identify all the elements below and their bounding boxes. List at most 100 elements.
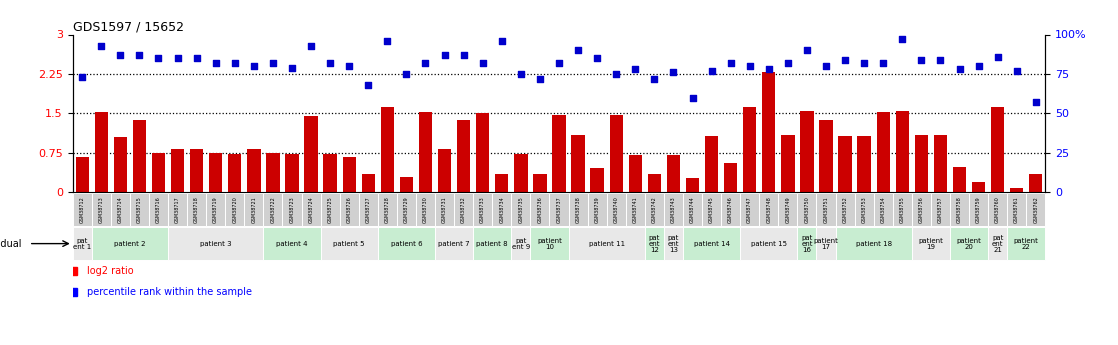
Bar	[743, 107, 757, 193]
Bar	[473, 227, 511, 260]
Point	[969, 63, 987, 69]
Text: GSM38716: GSM38716	[157, 196, 161, 223]
Text: GSM38744: GSM38744	[690, 196, 695, 223]
Bar	[492, 193, 511, 226]
Point	[112, 52, 130, 58]
Bar	[511, 227, 530, 260]
Point	[378, 38, 396, 43]
Bar	[206, 193, 225, 226]
Bar	[896, 111, 909, 193]
Bar	[457, 120, 471, 193]
Bar	[419, 112, 433, 193]
Bar	[569, 227, 645, 260]
Text: GSM38747: GSM38747	[747, 196, 752, 223]
Point	[245, 63, 263, 69]
Bar	[530, 227, 569, 260]
Text: patient 15: patient 15	[751, 240, 787, 247]
Bar	[950, 193, 969, 226]
Bar	[854, 193, 873, 226]
Bar	[73, 227, 92, 260]
Text: pat
ent
16: pat ent 16	[802, 235, 813, 253]
Bar	[378, 193, 397, 226]
Text: GSM38719: GSM38719	[214, 196, 218, 223]
Bar	[645, 227, 664, 260]
Bar	[645, 193, 664, 226]
Bar	[92, 227, 168, 260]
Text: patient
22: patient 22	[1014, 238, 1039, 250]
Text: GSM38723: GSM38723	[290, 196, 294, 223]
Bar	[549, 193, 569, 226]
Bar	[835, 193, 854, 226]
Point	[798, 48, 816, 53]
Point	[874, 60, 892, 66]
Text: GSM38761: GSM38761	[1014, 196, 1020, 223]
Bar	[740, 227, 797, 260]
Text: individual: individual	[0, 239, 21, 249]
Bar	[931, 193, 950, 226]
Bar	[152, 153, 165, 193]
Bar	[816, 193, 835, 226]
Text: GSM38726: GSM38726	[347, 196, 352, 223]
Point	[226, 60, 244, 66]
Text: GSM38728: GSM38728	[385, 196, 390, 223]
Text: pat
ent
13: pat ent 13	[667, 235, 679, 253]
Text: patient 8: patient 8	[476, 240, 508, 247]
Bar	[626, 193, 645, 226]
Text: GDS1597 / 15652: GDS1597 / 15652	[73, 20, 183, 33]
Bar	[915, 135, 928, 193]
Bar	[873, 193, 893, 226]
Bar	[571, 135, 585, 193]
Bar	[476, 114, 490, 193]
Bar	[209, 153, 222, 193]
Bar	[397, 193, 416, 226]
Bar	[685, 178, 699, 193]
Bar	[609, 115, 623, 193]
Bar	[912, 227, 950, 260]
Point	[283, 65, 301, 70]
Bar	[361, 174, 375, 193]
Text: GSM38760: GSM38760	[995, 196, 1001, 223]
Text: GSM38758: GSM38758	[957, 196, 961, 223]
Bar	[816, 227, 835, 260]
Bar	[76, 157, 89, 193]
Text: GSM38759: GSM38759	[976, 196, 982, 223]
Point	[321, 60, 339, 66]
Text: GSM38717: GSM38717	[176, 196, 180, 223]
Text: GSM38721: GSM38721	[252, 196, 256, 223]
Bar	[495, 174, 509, 193]
Text: GSM38749: GSM38749	[785, 196, 790, 223]
Point	[359, 82, 377, 88]
Bar	[893, 193, 912, 226]
Point	[1026, 100, 1044, 105]
Text: GSM38752: GSM38752	[843, 196, 847, 223]
Point	[760, 67, 778, 72]
Point	[950, 67, 968, 72]
Text: GSM38738: GSM38738	[576, 196, 580, 223]
Bar	[435, 193, 454, 226]
Bar	[302, 193, 321, 226]
Bar	[228, 154, 241, 193]
Point	[931, 57, 949, 62]
Bar	[988, 227, 1007, 260]
Point	[93, 43, 111, 48]
Bar	[245, 193, 264, 226]
Text: patient 4: patient 4	[276, 240, 307, 247]
Point	[722, 60, 740, 66]
Point	[417, 60, 435, 66]
Bar	[321, 193, 340, 226]
Point	[150, 56, 168, 61]
Bar	[73, 193, 92, 226]
Point	[626, 67, 644, 72]
Point	[264, 60, 282, 66]
Bar	[435, 227, 473, 260]
Bar	[702, 193, 721, 226]
Text: patient 14: patient 14	[693, 240, 730, 247]
Bar	[187, 193, 206, 226]
Bar	[683, 227, 740, 260]
Bar	[569, 193, 588, 226]
Bar	[340, 193, 359, 226]
Bar	[95, 112, 108, 193]
Point	[493, 38, 511, 43]
Point	[664, 70, 682, 75]
Text: GSM38736: GSM38736	[538, 196, 542, 223]
